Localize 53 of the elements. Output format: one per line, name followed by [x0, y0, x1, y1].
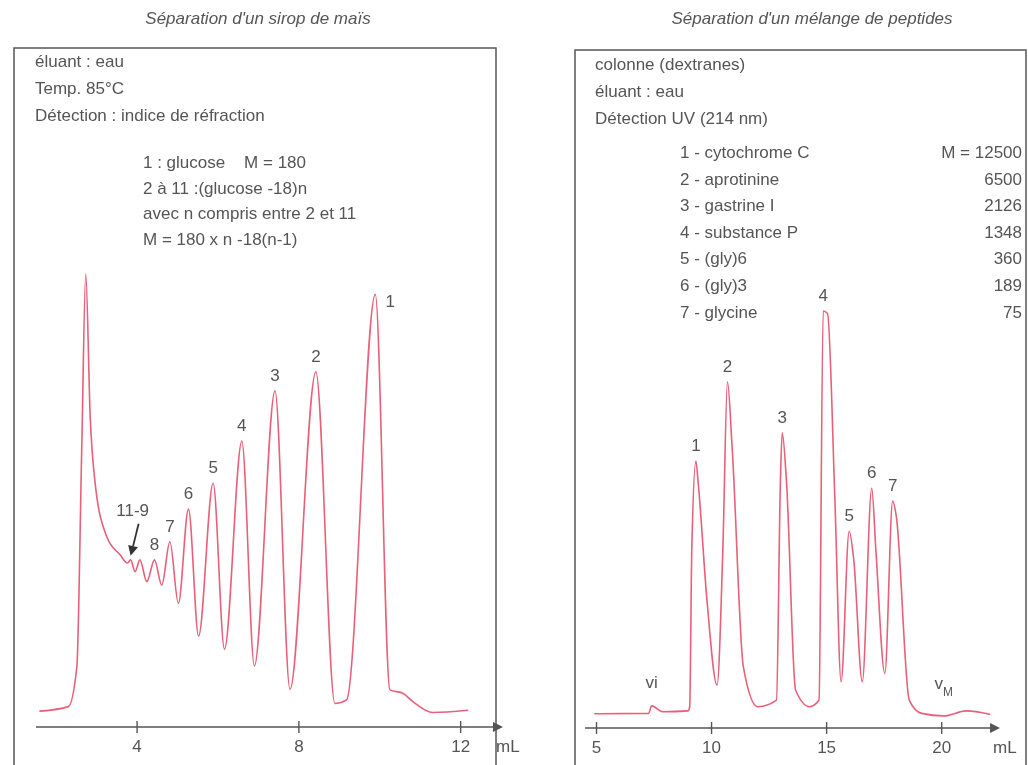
x-tick-label: 10: [702, 738, 722, 757]
chart-title: Séparation d'un sirop de maïs: [145, 9, 372, 28]
annotation: 4: [818, 286, 828, 305]
annotation: 5: [208, 458, 218, 478]
x-axis-title: mL: [496, 737, 520, 756]
text: 6 - (gly)3: [680, 276, 748, 295]
annotation: 5: [844, 506, 854, 526]
text: 2 à 11 :(glucose -18)n: [143, 178, 308, 198]
text: 2126: [984, 196, 1022, 216]
x-axis-title: mL: [993, 738, 1017, 757]
text: 1 : glucose M = 180: [143, 153, 307, 172]
annotation: 1: [385, 292, 396, 312]
x-tick-label: 12: [451, 737, 471, 756]
text: avec n compris entre 2 et 11: [143, 204, 357, 223]
text: 360: [993, 249, 1022, 269]
text: 75: [1003, 302, 1022, 322]
annotation: 7 - glycine: [680, 302, 758, 322]
x-tick-label: 4: [132, 737, 142, 756]
x-tick-label: 5: [591, 738, 602, 757]
text: éluant : eau: [35, 52, 124, 71]
text: 5 - (gly)6: [680, 249, 748, 269]
annotation: 3: [270, 365, 280, 385]
x-tick-label: 8: [294, 737, 304, 756]
annotation: 6: [183, 484, 194, 504]
text: colonne (dextranes): [595, 55, 746, 74]
text: M = 12500: [941, 143, 1022, 162]
annotation: 2: [722, 356, 733, 376]
text: Temp. 85°C: [35, 79, 125, 98]
text: 4 - substance P: [680, 222, 799, 242]
annotation: 1: [691, 436, 701, 456]
annotation: 2: [311, 346, 321, 366]
text: 6500: [984, 169, 1022, 189]
text: 2 - aprotinine: [680, 169, 780, 189]
text: 1 - cytochrome C: [680, 143, 810, 162]
text: M = 180 x n -18(n-1): [143, 229, 298, 249]
annotation: v$_{M}$: [934, 673, 953, 699]
chart-title: Séparation d'un mélange de peptides: [671, 9, 954, 28]
annotation: 11-9: [116, 500, 150, 520]
text: 3 - gastrine I: [680, 196, 775, 216]
annotation: 4: [237, 416, 247, 436]
text: Détection : indice de réfraction: [35, 106, 265, 125]
annotation: 8: [149, 534, 160, 554]
text: 189: [993, 276, 1022, 295]
annotation: 3: [777, 407, 787, 427]
annotation: 7: [887, 476, 898, 496]
annotation: vi: [645, 672, 658, 692]
text: 1348: [984, 222, 1022, 242]
annotation: 7: [165, 516, 175, 536]
x-tick-label: 15: [817, 738, 837, 757]
text: éluant : eau: [595, 82, 684, 101]
text: Détection UV (214 nm): [595, 109, 768, 128]
x-tick-label: 20: [932, 738, 952, 757]
annotation: 6: [866, 463, 877, 483]
